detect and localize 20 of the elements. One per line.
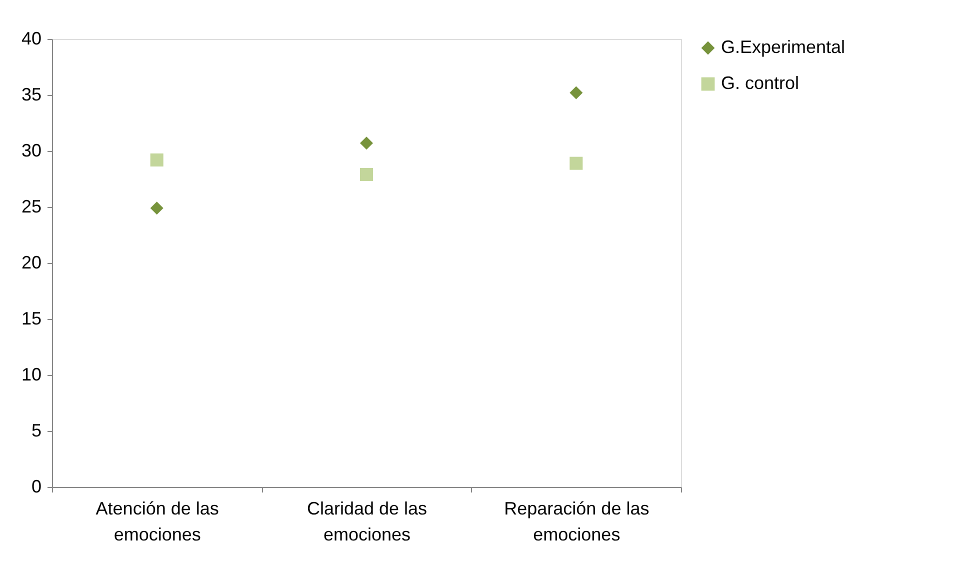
- legend-label: G.Experimental: [721, 37, 846, 57]
- point: [150, 153, 164, 166]
- y-tick-label: 35: [21, 84, 42, 104]
- x-tick-label: Reparación de las emociones: [504, 498, 650, 544]
- y-tick-label: 20: [21, 252, 42, 272]
- point: [150, 202, 164, 215]
- y-tick-label: 0: [31, 476, 42, 496]
- point: [360, 168, 374, 182]
- y-tick-label: 10: [21, 364, 42, 384]
- y-tick-label: 40: [21, 28, 42, 48]
- point: [570, 86, 583, 100]
- y-tick-label: 30: [21, 140, 42, 160]
- x-tick-label: Claridad de las emociones: [306, 498, 428, 544]
- y-tick-label: 15: [21, 308, 42, 328]
- y-tick-label: 25: [21, 196, 42, 216]
- point: [570, 156, 583, 170]
- legend-label: G. control: [721, 73, 800, 93]
- point: [360, 136, 374, 150]
- y-tick-label: 5: [31, 420, 42, 440]
- x-tick-label: Atención de las emociones: [96, 498, 219, 544]
